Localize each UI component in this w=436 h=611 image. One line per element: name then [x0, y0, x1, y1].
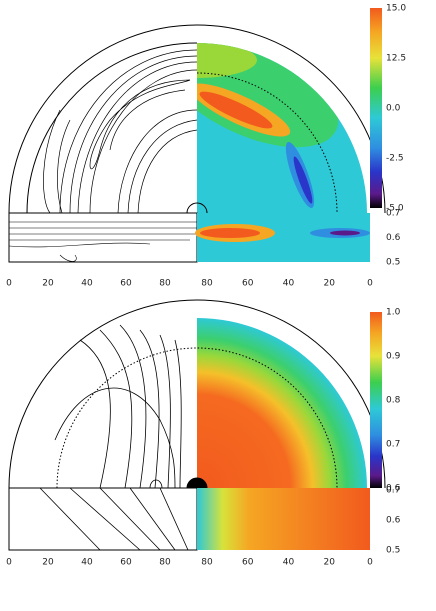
- strip-label: 0.6: [386, 516, 401, 526]
- x-label: 80: [159, 558, 171, 568]
- inner-arc: [26, 42, 198, 214]
- x-label: 20: [324, 279, 336, 289]
- x-label: 40: [283, 279, 295, 289]
- x-label: 80: [201, 279, 213, 289]
- colorbar-label: 15.0: [386, 4, 406, 14]
- colorbar-label: 0.7: [386, 440, 400, 450]
- colorbar-label: 0.9: [386, 352, 401, 362]
- colorbar-label: -5.0: [386, 204, 404, 214]
- colorbar-label: 0.0: [386, 104, 401, 114]
- colorbar-label: 1.0: [386, 308, 401, 318]
- bottom-strip-map: [197, 488, 370, 550]
- field-lines: [43, 49, 198, 214]
- field-lines: [54, 324, 182, 489]
- left-strip: [8, 212, 198, 263]
- colorbar-label: 12.5: [386, 54, 406, 64]
- color-map: [197, 43, 367, 213]
- outer-arc: [8, 24, 386, 214]
- x-label: 0: [6, 279, 12, 289]
- x-label: 0: [6, 558, 12, 568]
- color-map: [197, 318, 367, 488]
- strip-label: 0.5: [386, 546, 400, 556]
- strip-label: 0.5: [386, 258, 400, 268]
- strip-label: 0.6: [386, 233, 401, 243]
- top-strip-map: [195, 213, 370, 262]
- colorbar-label: 0.6: [386, 484, 401, 494]
- x-label: 80: [201, 558, 213, 568]
- x-label: 0: [367, 558, 373, 568]
- strip-lines: [8, 221, 197, 262]
- bottom-panel: [8, 299, 386, 551]
- colorbar-label: -2.5: [386, 154, 404, 164]
- strip-label: 0.7: [386, 209, 400, 219]
- x-label: 40: [81, 558, 93, 568]
- colorbar: [370, 312, 382, 488]
- x-label: 40: [81, 279, 93, 289]
- colorbar: [370, 8, 382, 208]
- x-label: 60: [120, 558, 132, 568]
- x-label: 0: [367, 279, 373, 289]
- x-label: 60: [242, 279, 254, 289]
- colorbar-label: 0.8: [386, 396, 401, 406]
- strip-label: 0.7: [386, 486, 400, 496]
- x-label: 40: [283, 558, 295, 568]
- x-label: 60: [242, 558, 254, 568]
- dashed-arc: [196, 72, 338, 214]
- x-label: 20: [42, 558, 54, 568]
- x-label: 80: [159, 279, 171, 289]
- x-label: 20: [42, 279, 54, 289]
- x-label: 20: [324, 558, 336, 568]
- x-label: 60: [120, 279, 132, 289]
